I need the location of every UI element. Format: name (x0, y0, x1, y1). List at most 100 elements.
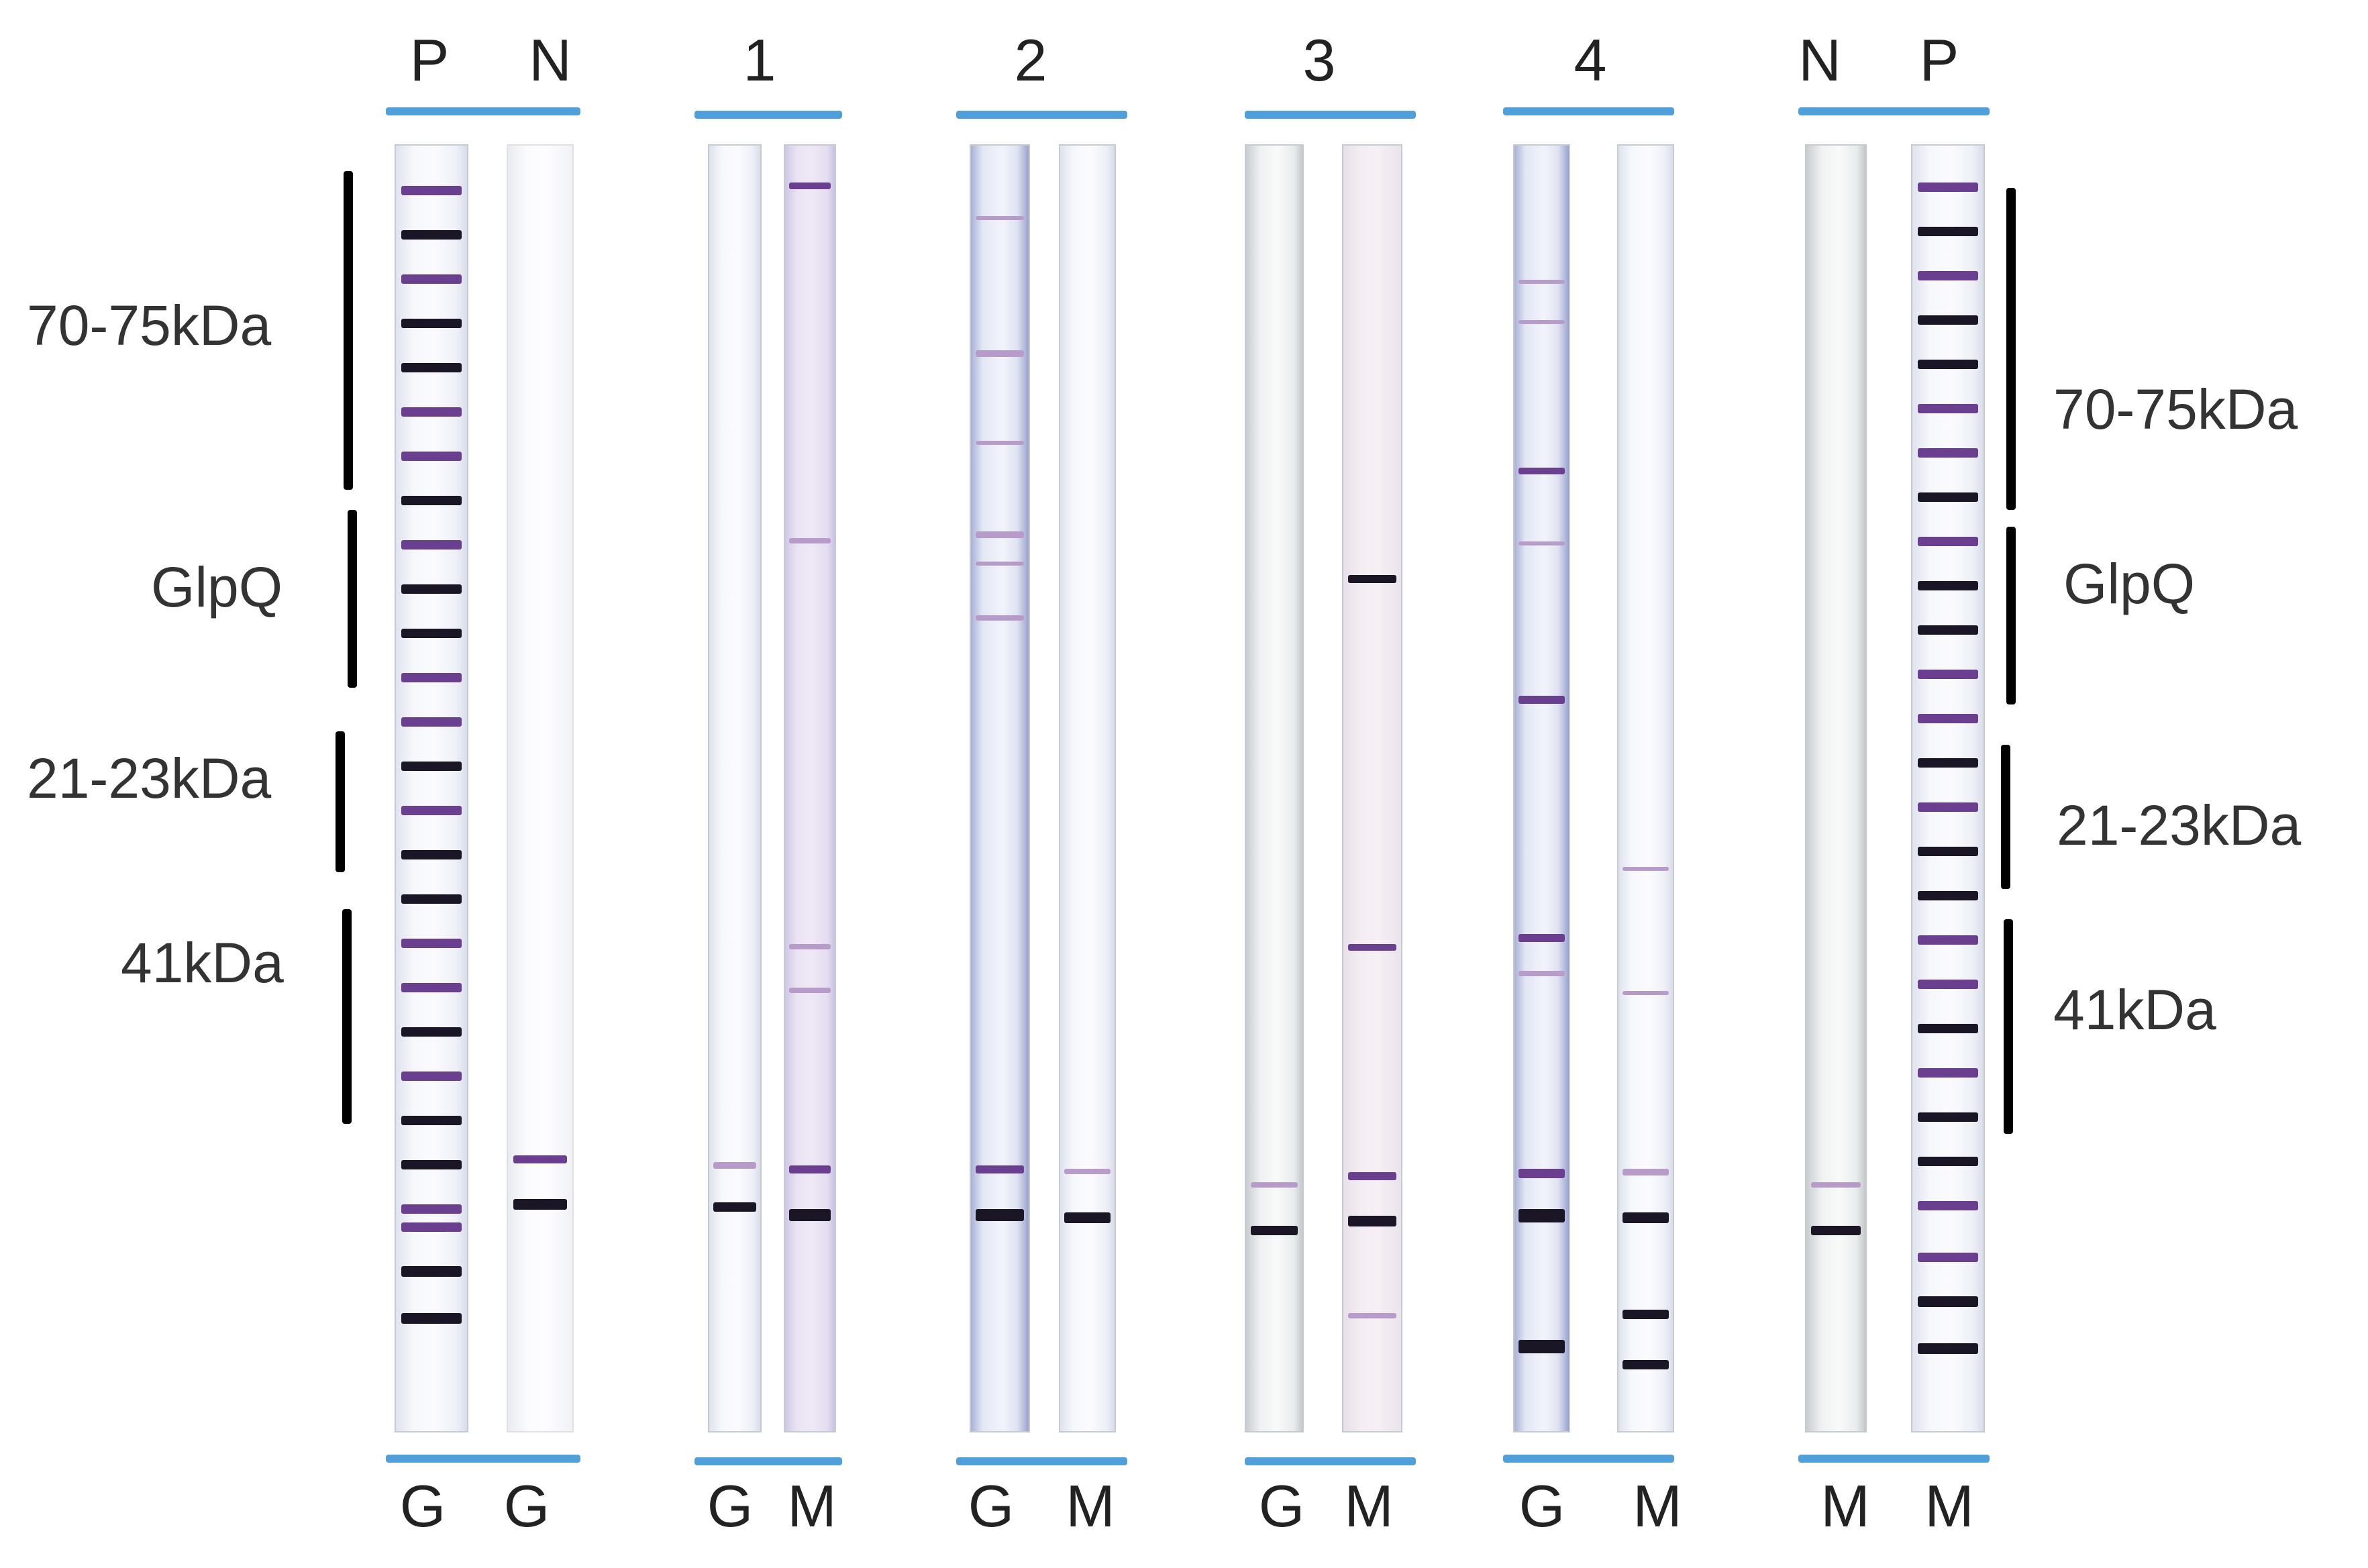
blot-band (1518, 934, 1565, 942)
blot-band (1918, 891, 1978, 900)
blot-band (1518, 1169, 1565, 1178)
group-bracket-top (386, 107, 580, 115)
lane-label-top: 4 (1574, 27, 1607, 93)
marker-bar-left (348, 510, 357, 688)
blot-band (1623, 867, 1669, 871)
blot-band (1918, 802, 1978, 812)
blot-band (401, 762, 462, 771)
blot-band (975, 562, 1025, 566)
blot-band (401, 274, 462, 284)
blot-band (401, 1266, 462, 1277)
lane-label-top: P (1919, 27, 1959, 93)
group-bracket-bottom (1798, 1455, 1990, 1463)
blot-band (713, 1162, 756, 1169)
blot-band (1518, 280, 1565, 284)
lane-label-top: 3 (1302, 27, 1336, 93)
blot-band (401, 1116, 462, 1125)
blot-strip (1805, 144, 1867, 1432)
marker-bar-right (2006, 188, 2016, 510)
lane-label-bottom: M (1820, 1473, 1870, 1539)
blot-band (401, 319, 462, 328)
blot-band (1347, 1172, 1397, 1180)
blot-band (975, 531, 1025, 538)
marker-bar-left (342, 909, 352, 1124)
blot-band (401, 540, 462, 550)
blot-band (975, 1209, 1025, 1221)
blot-band (401, 1222, 462, 1232)
marker-bar-right (2006, 527, 2016, 704)
blot-band (1518, 541, 1565, 545)
blot-band (401, 629, 462, 638)
blot-band (1518, 1209, 1565, 1222)
lane-label-top: 1 (743, 27, 776, 93)
blot-band (1623, 1169, 1669, 1175)
lane-label-bottom: G (968, 1473, 1015, 1539)
marker-bar-left (336, 731, 345, 872)
lane-label-bottom: G (503, 1473, 550, 1539)
blot-band (788, 988, 831, 993)
blot-band (1623, 1310, 1669, 1319)
blot-strip (1513, 144, 1570, 1432)
blot-band (1623, 991, 1669, 995)
blot-band (788, 538, 831, 543)
blot-strip (708, 144, 762, 1432)
blot-strip (1911, 144, 1985, 1432)
blot-strip (395, 144, 468, 1432)
blot-band (1811, 1226, 1861, 1235)
blot-band (513, 1155, 568, 1163)
blot-strip (1245, 144, 1304, 1432)
group-bracket-bottom (956, 1457, 1127, 1465)
group-bracket-bottom (1503, 1455, 1674, 1463)
blot-band (1518, 971, 1565, 976)
blot-strip (970, 144, 1030, 1432)
marker-label-left: 41kDa (121, 931, 284, 994)
blot-band (713, 1202, 756, 1212)
blot-band (1918, 1112, 1978, 1122)
lane-label-bottom: M (787, 1473, 837, 1539)
blot-band (1918, 360, 1978, 369)
lane-label-bottom: M (1066, 1473, 1115, 1539)
marker-label-left: 21-23kDa (27, 747, 272, 810)
lane-label-top: N (1798, 27, 1841, 93)
blot-band (1918, 847, 1978, 856)
blot-band (1918, 492, 1978, 502)
blot-band (1918, 1024, 1978, 1033)
blot-band (1918, 625, 1978, 635)
group-bracket-bottom (694, 1457, 842, 1465)
group-bracket-top (1245, 111, 1416, 119)
blot-band (1918, 448, 1978, 458)
blot-band (401, 894, 462, 904)
lane-label-top: 2 (1014, 27, 1047, 93)
blot-band (1918, 758, 1978, 768)
blot-strip (784, 144, 836, 1432)
blot-band (401, 363, 462, 372)
group-bracket-top (694, 111, 842, 119)
group-bracket-top (1503, 107, 1674, 115)
marker-bar-right (2001, 745, 2010, 889)
marker-label-right: 41kDa (2053, 978, 2216, 1041)
lane-label-top: N (529, 27, 572, 93)
blot-band (788, 944, 831, 949)
marker-label-left: GlpQ (151, 556, 283, 619)
blot-band (1518, 1340, 1565, 1353)
group-bracket-top (1798, 107, 1990, 115)
blot-band (401, 806, 462, 815)
blot-band (788, 1165, 831, 1173)
lane-label-bottom: M (1924, 1473, 1974, 1539)
marker-label-right: 21-23kDa (2057, 794, 2302, 857)
blot-band (401, 717, 462, 727)
blot-band (1918, 1157, 1978, 1166)
blot-band (1347, 575, 1397, 583)
blot-band (1918, 1201, 1978, 1210)
blot-band (788, 182, 831, 189)
blot-band (1918, 537, 1978, 546)
blot-band (401, 186, 462, 195)
blot-band (401, 452, 462, 461)
blot-band (788, 1209, 831, 1221)
blot-band (1811, 1182, 1861, 1188)
marker-label-right: 70-75kDa (2053, 378, 2298, 441)
blot-band (1064, 1169, 1111, 1174)
blot-band (1347, 944, 1397, 951)
lane-label-bottom: M (1633, 1473, 1682, 1539)
